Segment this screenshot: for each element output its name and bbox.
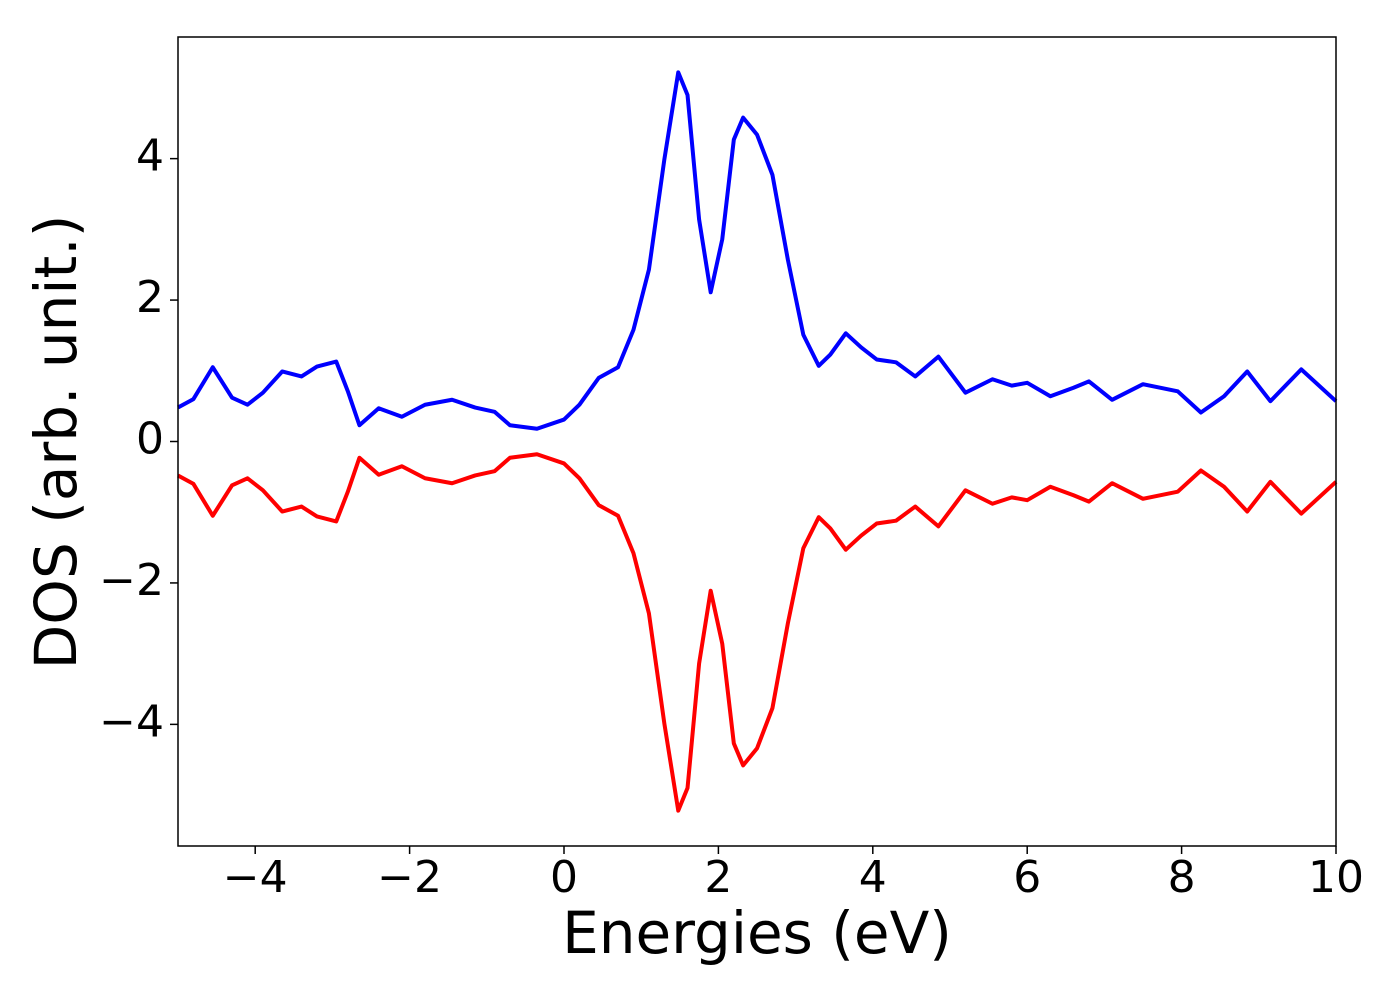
x-tick-label: 6 <box>1013 852 1041 903</box>
y-tick-label: 4 <box>136 131 164 182</box>
y-tick-label: 0 <box>136 414 164 465</box>
y-tick-label: −2 <box>99 555 164 606</box>
x-tick-label: 2 <box>704 852 732 903</box>
y-tick-label: 2 <box>136 272 164 323</box>
series-line <box>177 452 1338 813</box>
x-tick-label: −2 <box>377 852 442 903</box>
x-axis-label: Energies (eV) <box>562 899 952 967</box>
x-tick-label: 10 <box>1308 852 1364 903</box>
plot-frame <box>177 36 1337 847</box>
series-line <box>177 70 1338 431</box>
y-tick-label: −4 <box>99 696 164 747</box>
x-tick-label: −4 <box>223 852 288 903</box>
x-tick-label: 0 <box>550 852 578 903</box>
y-axis-label: DOS (arb. unit.) <box>22 215 90 670</box>
x-tick-label: 8 <box>1168 852 1196 903</box>
x-tick-label: 4 <box>859 852 887 903</box>
